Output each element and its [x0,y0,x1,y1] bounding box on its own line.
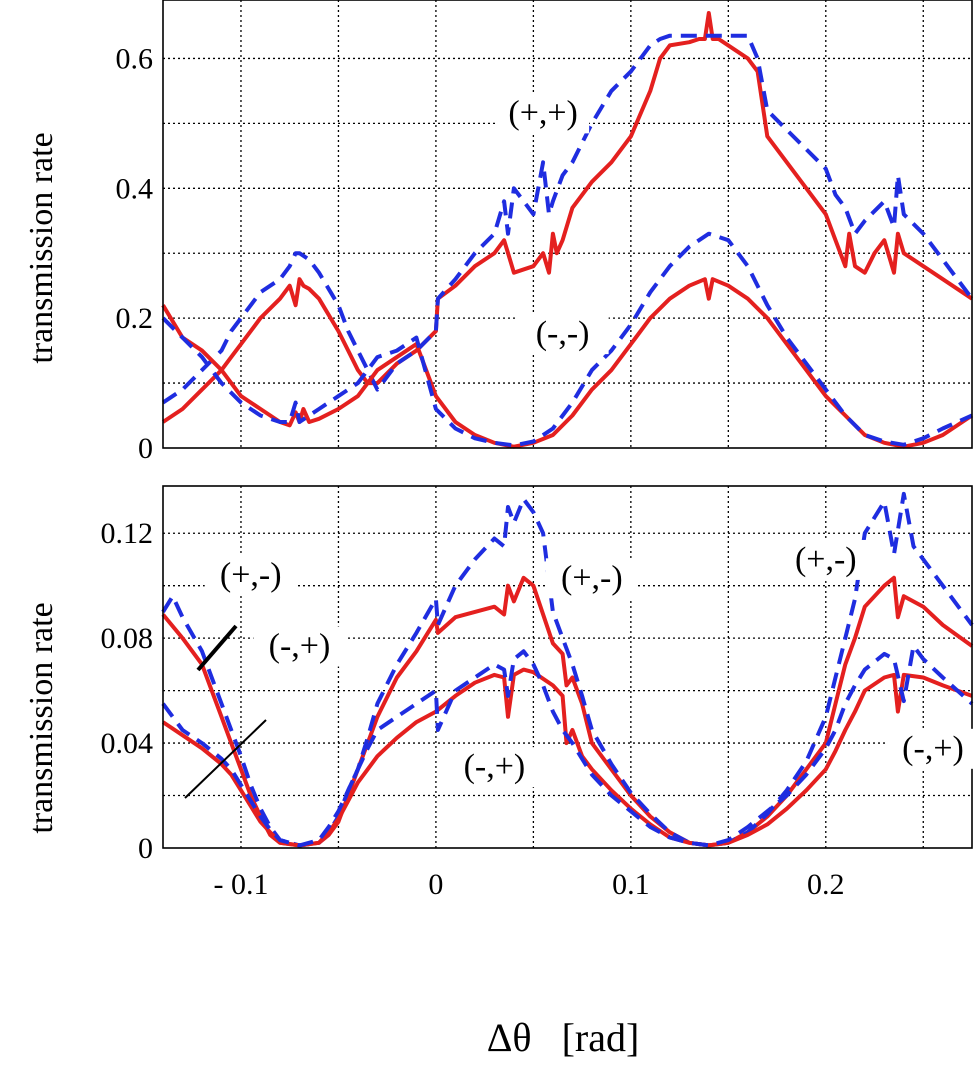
bottom-annotation-label: (+,-) [220,557,282,594]
top-series-dashed-line [161,231,973,448]
bottom-series-solid-line [161,575,974,848]
bottom-annotations: (+,-) (-,+) (+,-) (-,+) (+,-) (-,+) [204,539,977,788]
bottom-y-tick-label: 0.12 [101,517,154,550]
bottom-annotation-background [545,558,638,599]
annotation-pointer-lines [184,624,267,799]
bottom-annotation-label: (-,+) [269,628,331,665]
bottom-x-tick-label: 0.2 [807,868,845,901]
top-y-tick-label: 0.4 [116,172,154,205]
bottom-annotation-label: (-,+) [464,748,526,785]
bottom-x-tick-label: 0.1 [612,868,650,901]
bottom-x-tick-labels: - 0.1 0 0.1 0.2 [213,868,844,901]
bottom-annotation-background [253,626,346,667]
bottom-x-tick-label: - 0.1 [213,868,268,901]
top-annotation-label: (+,+) [508,94,578,131]
bottom-annotation-background [204,555,297,596]
top-y-axis-label: transmission rate [23,132,60,363]
bottom-series-dashed-line [161,644,974,848]
panel-top: 0 0.2 0.4 0.6 (+,+) (-,-) transmission rate [23,0,974,465]
top-annotation-background [516,314,609,355]
bottom-y-tick-labels: 0 0.04 0.08 0.12 [101,517,154,865]
bottom-x-tick-label: 0 [428,868,443,901]
bottom-annotation-background [448,747,541,788]
bottom-annotation-label: (-,+) [902,730,964,767]
top-series-dashed-line [161,33,974,405]
top-series-solid-line [161,11,974,424]
bottom-y-tick-label: 0 [138,832,153,865]
bottom-annotation-label: (+,-) [795,541,857,578]
bottom-plot-lines [161,491,974,848]
pointer-line-minus-plus [184,719,267,799]
top-annotations: (+,+) (-,-) [497,93,609,355]
top-y-tick-label: 0 [138,432,153,465]
pointer-line-plus-minus [196,624,238,672]
bottom-y-tick-label: 0.08 [101,622,154,655]
top-y-tick-label: 0.6 [116,42,154,75]
panel-bottom: 00.040.080.12 - 0.1 0 0.1 0.2 (+,-)(-,+)(+,… [23,485,977,1060]
bottom-frame [162,485,973,849]
bottom-annotation-background [887,728,977,769]
bottom-series-solid-line [161,667,973,848]
bottom-annotation-label: (+,-) [561,559,623,596]
top-y-tick-labels: 0 0.2 0.4 0.6 [116,42,154,465]
top-annotation-background [497,93,590,134]
top-annotation-label: (-,-) [536,315,590,352]
top-y-tick-label: 0.2 [116,302,154,335]
x-axis-label: Δθ [rad] [487,1015,640,1060]
bottom-y-axis-label: transmission rate [23,602,60,833]
bottom-grid [163,486,972,848]
bottom-series-dashed-line [161,491,974,848]
top-series-solid-line [161,277,974,449]
bottom-y-tick-label: 0.04 [101,727,154,760]
bottom-annotation-background [779,539,872,580]
top-plot-lines [161,11,974,449]
top-frame [162,0,973,449]
